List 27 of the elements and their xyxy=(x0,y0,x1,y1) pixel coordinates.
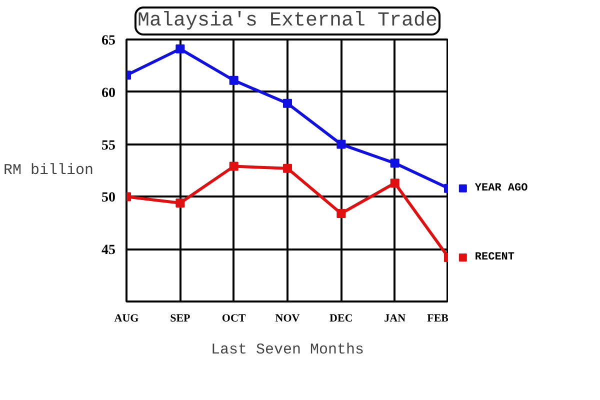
chart-title: Malaysia's External Trade xyxy=(137,10,438,32)
y-tick-label: 50 xyxy=(102,190,116,206)
x-tick-label: FEB xyxy=(427,312,450,324)
x-tick-label: OCT xyxy=(222,312,246,324)
legend-label: YEAR AGO xyxy=(474,182,528,194)
point xyxy=(176,198,185,208)
y-tick-label: 45 xyxy=(102,243,116,258)
y-tick-label: 55 xyxy=(102,138,116,154)
point xyxy=(336,140,346,149)
y-axis-title: RM billion xyxy=(3,162,94,179)
point xyxy=(229,76,238,85)
point xyxy=(176,44,185,54)
point xyxy=(390,178,400,188)
x-tick-label: JAN xyxy=(384,312,406,324)
x-tick-label: AUG xyxy=(114,312,140,324)
point xyxy=(283,164,292,173)
point xyxy=(283,98,292,108)
x-tick-label: NOV xyxy=(275,312,300,324)
point xyxy=(390,158,400,168)
x-tick-label: DEC xyxy=(330,312,353,324)
x-axis-title: Last Seven Months xyxy=(210,342,364,358)
legend-label: RECENT xyxy=(474,251,515,264)
y-tick-label: 60 xyxy=(102,86,116,101)
point xyxy=(229,162,238,171)
x-tick-label: SEP xyxy=(170,312,191,324)
point xyxy=(336,208,346,218)
y-tick-label: 65 xyxy=(102,34,116,48)
